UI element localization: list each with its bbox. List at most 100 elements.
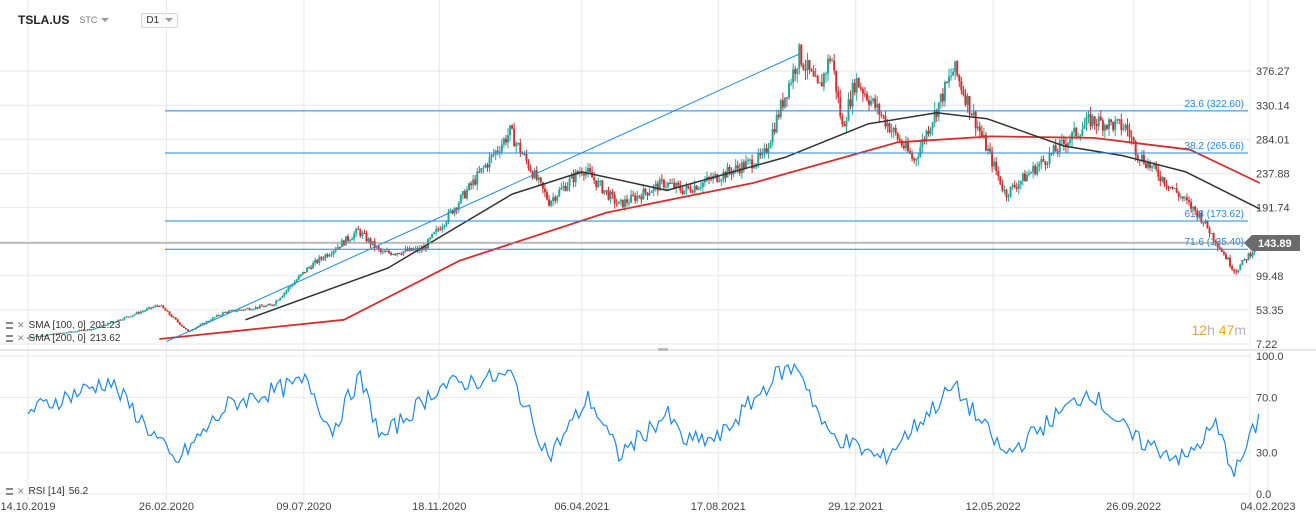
candle-body — [375, 246, 378, 248]
candle-body — [1064, 143, 1067, 148]
chart-mode-select[interactable]: STC — [79, 15, 110, 25]
candle-body — [47, 334, 50, 336]
candle-body — [1198, 212, 1201, 218]
candle-body — [240, 309, 243, 311]
candle-body — [238, 309, 241, 311]
symbol-label[interactable]: TSLA.US — [18, 13, 70, 27]
candle-body — [880, 114, 883, 116]
candle-body — [714, 174, 717, 176]
candle-body — [691, 191, 694, 193]
candle-body — [273, 304, 276, 306]
candle-body — [1190, 201, 1193, 209]
candle-body — [562, 185, 565, 188]
candle-body — [236, 310, 239, 312]
rsi-legend[interactable]: ✕ RSI [14] 56.2 — [6, 486, 88, 497]
candle-body — [952, 71, 955, 76]
candle-body — [761, 151, 764, 156]
candle-body — [997, 171, 1000, 177]
candle-body — [369, 238, 372, 245]
price-tick-label: 191.74 — [1256, 203, 1290, 215]
candle-body — [545, 192, 548, 200]
rsi-tick-label: 70.0 — [1256, 392, 1277, 404]
candle-body — [1087, 114, 1090, 118]
candle-body — [1183, 197, 1186, 199]
candle-body — [699, 187, 702, 189]
candle-body — [318, 257, 321, 263]
candle-body — [999, 176, 1002, 185]
candle-body — [484, 164, 487, 168]
candle-body — [459, 195, 462, 204]
candle-body — [1071, 132, 1074, 140]
candle-body — [644, 188, 647, 193]
sma200-legend[interactable]: ✕ SMA [200, 0] 213.62 — [6, 333, 120, 344]
candle-body — [96, 326, 99, 329]
candle-body — [1007, 196, 1010, 198]
candle-body — [486, 164, 489, 168]
candle-body — [148, 307, 151, 309]
candle-body — [223, 311, 226, 313]
fib-level-label: 61.8 (173.62) — [1185, 209, 1245, 220]
candle-body — [898, 139, 901, 141]
candle-body — [638, 195, 641, 197]
candle-body — [299, 274, 302, 277]
close-icon[interactable]: ✕ — [17, 320, 25, 330]
candle-body — [433, 232, 436, 234]
candle-body — [552, 197, 555, 202]
candle-body — [537, 177, 540, 180]
candle-body — [872, 98, 875, 101]
candle-body — [252, 309, 255, 311]
candle-body — [100, 325, 103, 328]
settings-icon[interactable] — [6, 335, 13, 342]
candle-body — [989, 148, 992, 152]
candle-countdown: 12h 47m — [1191, 322, 1246, 338]
candle-body — [353, 233, 356, 239]
candle-body — [447, 211, 450, 222]
interval-select[interactable]: D1 — [141, 12, 179, 28]
settings-icon[interactable] — [6, 488, 13, 495]
candle-body — [207, 321, 210, 323]
candle-body — [863, 93, 866, 95]
settings-icon[interactable] — [6, 322, 13, 329]
candle-body — [687, 185, 690, 188]
candle-body — [931, 122, 934, 129]
candle-body — [178, 322, 181, 325]
candle-body — [78, 330, 81, 332]
candle-body — [982, 134, 985, 137]
candle-body — [180, 324, 183, 327]
candle-body — [671, 182, 674, 184]
candle-body — [217, 315, 220, 317]
candle-body — [1093, 116, 1096, 124]
candle-body — [843, 124, 846, 127]
candle-body — [878, 104, 881, 115]
close-icon[interactable]: ✕ — [17, 333, 25, 343]
candle-body — [558, 189, 561, 197]
candle-body — [827, 58, 829, 74]
candle-body — [308, 267, 311, 269]
candle-body — [861, 88, 864, 94]
sma100-legend[interactable]: ✕ SMA [100, 0] 201.23 — [6, 320, 120, 331]
candle-body — [917, 156, 920, 160]
candle-body — [258, 305, 261, 309]
candle-body — [535, 170, 538, 180]
close-icon[interactable]: ✕ — [17, 486, 25, 496]
candle-body — [320, 257, 323, 259]
candle-body — [675, 182, 678, 189]
candle-body — [373, 241, 376, 248]
candle-body — [1089, 114, 1092, 127]
candle-body — [1073, 127, 1076, 133]
candle-body — [933, 109, 936, 123]
candle-body — [283, 292, 286, 296]
candle-body — [958, 75, 961, 82]
candle-body — [277, 300, 280, 302]
candle-body — [859, 87, 862, 89]
candle-body — [49, 334, 52, 336]
candle-body — [1169, 186, 1172, 189]
candle-body — [595, 180, 598, 187]
candle-body — [1194, 206, 1197, 211]
candle-body — [1210, 233, 1213, 235]
candle-body — [751, 159, 754, 169]
chart-toolbar: TSLA.US STC D1 — [18, 10, 179, 30]
candle-body — [474, 179, 477, 185]
